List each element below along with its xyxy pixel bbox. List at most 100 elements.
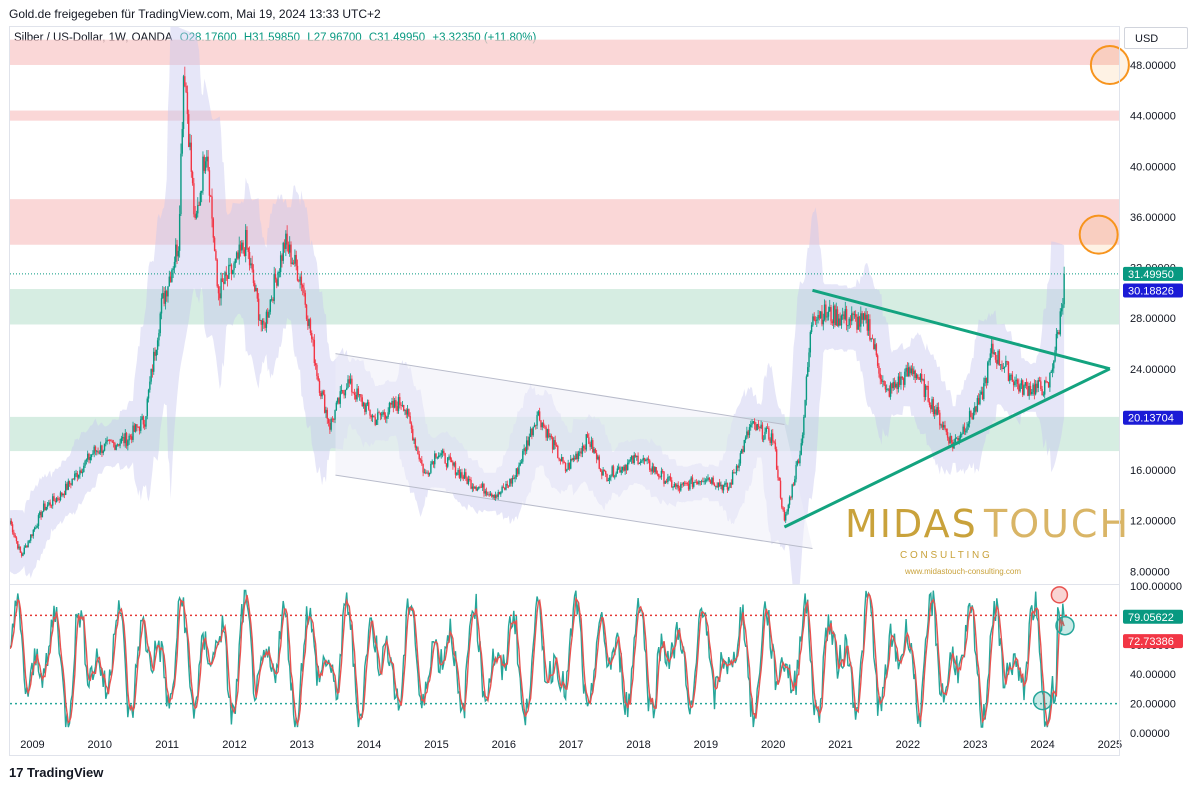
candle-body [643, 457, 646, 462]
candle-body [365, 404, 367, 412]
candle-body [809, 332, 812, 353]
time-axis-label: 2025 [1098, 739, 1122, 751]
candle-body [272, 299, 274, 301]
candle-body [567, 462, 569, 470]
stoch-axis-label: 40.00000 [1130, 669, 1176, 681]
candle-body [658, 474, 660, 477]
stoch-signal-marker[interactable] [1032, 690, 1053, 711]
resistance-zone[interactable] [10, 39, 1120, 65]
candle-body [571, 459, 573, 461]
candle-body [80, 470, 82, 474]
candle-body [168, 276, 170, 287]
channel-upper-line[interactable] [335, 353, 785, 425]
candle-body [233, 263, 235, 271]
candle-body [362, 402, 365, 407]
price-target-circle[interactable] [1078, 214, 1119, 255]
candle-body [914, 370, 916, 378]
candle-body [889, 383, 892, 397]
candle-body [450, 459, 453, 463]
candle-body [283, 242, 286, 249]
candle-body [768, 428, 770, 440]
stoch-signal-marker[interactable] [1050, 586, 1069, 604]
candle-body [321, 391, 323, 397]
candle-body [147, 389, 150, 399]
candle-body [961, 433, 963, 435]
candle-body [437, 455, 440, 458]
currency-button[interactable]: USD [1124, 27, 1188, 49]
candle-body [1042, 394, 1045, 396]
candle-body [659, 476, 661, 478]
candle-body [744, 437, 747, 441]
candle-body [566, 469, 568, 472]
candle-body [791, 484, 793, 498]
candle-body [57, 497, 59, 500]
time-axis-label: 2013 [290, 739, 314, 751]
triangle-upper-trendline[interactable] [812, 288, 1111, 371]
candle-body [835, 309, 837, 325]
resistance-zone[interactable] [10, 110, 1120, 121]
candle-body [1033, 384, 1036, 395]
candle-body [974, 406, 976, 413]
candle-body [300, 276, 303, 286]
candle-body [548, 429, 550, 437]
candle-body [735, 466, 738, 473]
candle-body [269, 299, 271, 312]
candle-body [649, 460, 651, 470]
support-zone[interactable] [10, 289, 1120, 325]
triangle-lower-trendline[interactable] [783, 367, 1111, 529]
candle-body [876, 355, 879, 366]
candle-body [368, 402, 370, 410]
candle-body [983, 383, 985, 400]
candle-body [481, 483, 484, 488]
candle-body [243, 249, 246, 257]
candle-body [989, 353, 992, 361]
candle-body [501, 486, 503, 493]
candle-body [853, 314, 856, 316]
candle-body [642, 457, 644, 461]
candle-body [957, 438, 959, 441]
candle-body [854, 314, 857, 317]
channel-lower-line[interactable] [335, 474, 813, 550]
candle-body [581, 446, 584, 454]
candle-body [945, 428, 947, 433]
candle-body [169, 276, 172, 282]
candle-body [734, 472, 736, 474]
candle-body [826, 316, 828, 318]
candle-body [805, 376, 808, 400]
candle-body [119, 442, 121, 446]
candle-body [823, 304, 826, 320]
candle-body [109, 439, 111, 441]
candle-body [558, 457, 560, 460]
candle-body [526, 440, 528, 452]
candle-body [333, 419, 335, 420]
candle-body [935, 409, 937, 415]
candle-body [452, 462, 454, 466]
stoch-signal-marker[interactable] [1055, 615, 1075, 636]
candle-body [414, 438, 417, 448]
candle-body [896, 383, 898, 390]
candle-body [195, 213, 198, 219]
candle-body [785, 514, 787, 521]
candle-body [364, 402, 366, 412]
descending-channel-fill [335, 353, 813, 549]
candle-body [946, 432, 949, 438]
candle-body [320, 392, 322, 397]
price-target-circle[interactable] [1089, 44, 1130, 85]
candle-body [66, 483, 68, 490]
candle-body [1002, 368, 1004, 369]
candle-body [211, 196, 213, 219]
candle-body [20, 552, 23, 556]
candle-body [667, 477, 669, 483]
candle-body [843, 314, 845, 320]
candle-body [295, 254, 297, 266]
time-axis-label: 2017 [559, 739, 583, 751]
candle-body [895, 383, 897, 388]
price-axis-label: 12.00000 [1130, 516, 1176, 528]
price-tag-text: 30.18826 [1128, 285, 1174, 297]
candle-body [361, 397, 363, 407]
candle-body [599, 468, 602, 472]
candle-body [153, 351, 155, 372]
candle-body [715, 485, 717, 487]
candle-body [646, 458, 648, 460]
